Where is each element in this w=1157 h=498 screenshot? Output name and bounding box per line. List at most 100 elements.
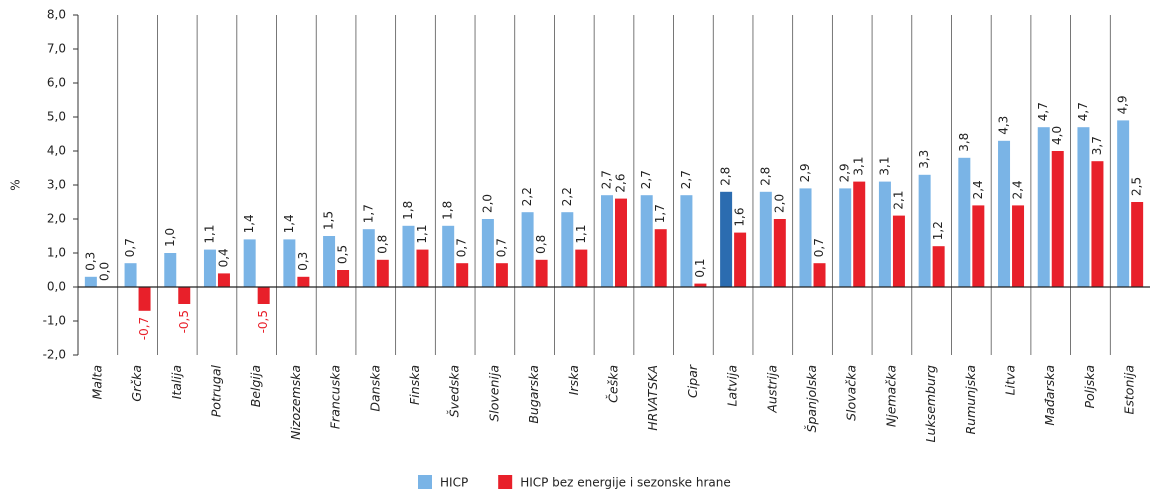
- data-label: 3,1: [852, 157, 866, 176]
- y-tick-label: 1,0: [47, 246, 66, 260]
- bar: [283, 239, 296, 287]
- y-tick-label: 7,0: [47, 42, 66, 56]
- x-tick-label: Slovačka: [844, 365, 859, 421]
- data-label: 1,0: [163, 228, 177, 247]
- bar: [481, 219, 494, 287]
- bar: [680, 195, 693, 287]
- data-label: 1,5: [322, 211, 336, 230]
- y-tick-label: 6,0: [47, 76, 66, 90]
- bar: [1091, 161, 1104, 287]
- bar: [878, 181, 891, 287]
- data-label: 2,7: [679, 170, 693, 189]
- x-tick-label: Bugarska: [526, 365, 541, 424]
- x-tick-label: Italija: [169, 365, 184, 399]
- x-tick-label: Poljska: [1082, 365, 1097, 409]
- bar: [1131, 202, 1144, 287]
- bar: [640, 195, 653, 287]
- data-label: 1,2: [931, 221, 945, 240]
- x-tick-label: Latvija: [725, 365, 740, 407]
- x-tick-label: Njemačka: [883, 365, 898, 427]
- data-label: 2,4: [971, 180, 985, 199]
- data-label: 1,1: [574, 225, 588, 244]
- x-tick-label: Cipar: [685, 364, 700, 398]
- bar: [773, 219, 786, 287]
- data-label: 0,0: [97, 262, 111, 281]
- x-tick-label: Rumunjska: [963, 365, 978, 435]
- x-tick-label: Nizozemska: [288, 365, 303, 440]
- data-label: -0,5: [177, 310, 191, 333]
- bar: [323, 236, 336, 287]
- data-label: 0,7: [123, 238, 137, 257]
- bar: [839, 188, 852, 287]
- data-label: 0,8: [375, 235, 389, 254]
- bar: [892, 215, 905, 287]
- data-label: 4,7: [1076, 102, 1090, 121]
- bar: [958, 157, 971, 287]
- x-tick-label: Belgija: [248, 365, 263, 407]
- bar: [918, 174, 931, 287]
- x-tick-label: HRVATSKA: [645, 365, 660, 431]
- bar: [84, 276, 97, 287]
- bar: [853, 181, 866, 287]
- data-label: 3,8: [957, 133, 971, 152]
- data-label: 1,1: [415, 225, 429, 244]
- data-label: 2,4: [1011, 180, 1025, 199]
- data-label: 2,0: [480, 194, 494, 213]
- bar: [203, 249, 216, 287]
- bar: [164, 253, 177, 287]
- bar: [521, 212, 534, 287]
- bar: [297, 276, 310, 287]
- data-label: 4,9: [1116, 95, 1130, 114]
- data-label: -0,5: [256, 310, 270, 333]
- data-label: 3,1: [877, 157, 891, 176]
- data-label: 1,4: [282, 214, 296, 233]
- data-label: 0,7: [812, 238, 826, 257]
- data-label: 2,7: [600, 170, 614, 189]
- legend-swatch: [418, 475, 432, 489]
- data-label: 1,8: [401, 201, 415, 220]
- x-tick-label: Litva: [1003, 365, 1018, 395]
- bar: [217, 273, 230, 287]
- bar: [654, 229, 667, 287]
- data-label: 1,8: [441, 201, 455, 220]
- legend-swatch: [498, 475, 513, 489]
- data-label: 4,3: [997, 116, 1011, 135]
- bar: [734, 232, 747, 287]
- data-label: 1,1: [202, 225, 216, 244]
- bar: [694, 283, 707, 287]
- data-label: 1,7: [653, 204, 667, 223]
- x-tick-label: Mađarska: [1042, 365, 1057, 426]
- y-tick-label: 4,0: [47, 144, 66, 158]
- bar: [337, 270, 350, 287]
- data-label: 2,9: [798, 163, 812, 182]
- bar: [615, 198, 627, 287]
- x-tick-label: Finska: [407, 365, 422, 405]
- bar: [456, 263, 469, 287]
- y-tick-label: 3,0: [47, 178, 66, 192]
- bar: [178, 287, 191, 304]
- y-axis-label: %: [9, 179, 23, 190]
- y-tick-label: -1,0: [43, 314, 66, 328]
- x-tick-label: Danska: [367, 365, 382, 412]
- x-tick-label: Grčka: [129, 365, 144, 402]
- data-label: 2,9: [838, 163, 852, 182]
- bar: [362, 229, 375, 287]
- y-tick-label: 5,0: [47, 110, 66, 124]
- data-label: 1,4: [242, 214, 256, 233]
- bar: [243, 239, 256, 287]
- x-tick-label: Slovenija: [486, 365, 501, 422]
- data-label: 0,8: [534, 235, 548, 254]
- data-label: 2,8: [719, 167, 733, 186]
- x-tick-label: Austrija: [764, 365, 779, 414]
- x-tick-label: Malta: [89, 365, 104, 399]
- bar: [575, 249, 588, 287]
- data-label: 0,7: [455, 238, 469, 257]
- bar: [1037, 127, 1050, 287]
- bar: [535, 259, 548, 287]
- x-tick-label: Švedska: [447, 365, 462, 417]
- x-tick-label: Potrugal: [208, 364, 223, 417]
- bar: [998, 140, 1011, 287]
- bar: [932, 246, 945, 287]
- bar: [376, 259, 389, 287]
- y-tick-label: 0,0: [47, 280, 66, 294]
